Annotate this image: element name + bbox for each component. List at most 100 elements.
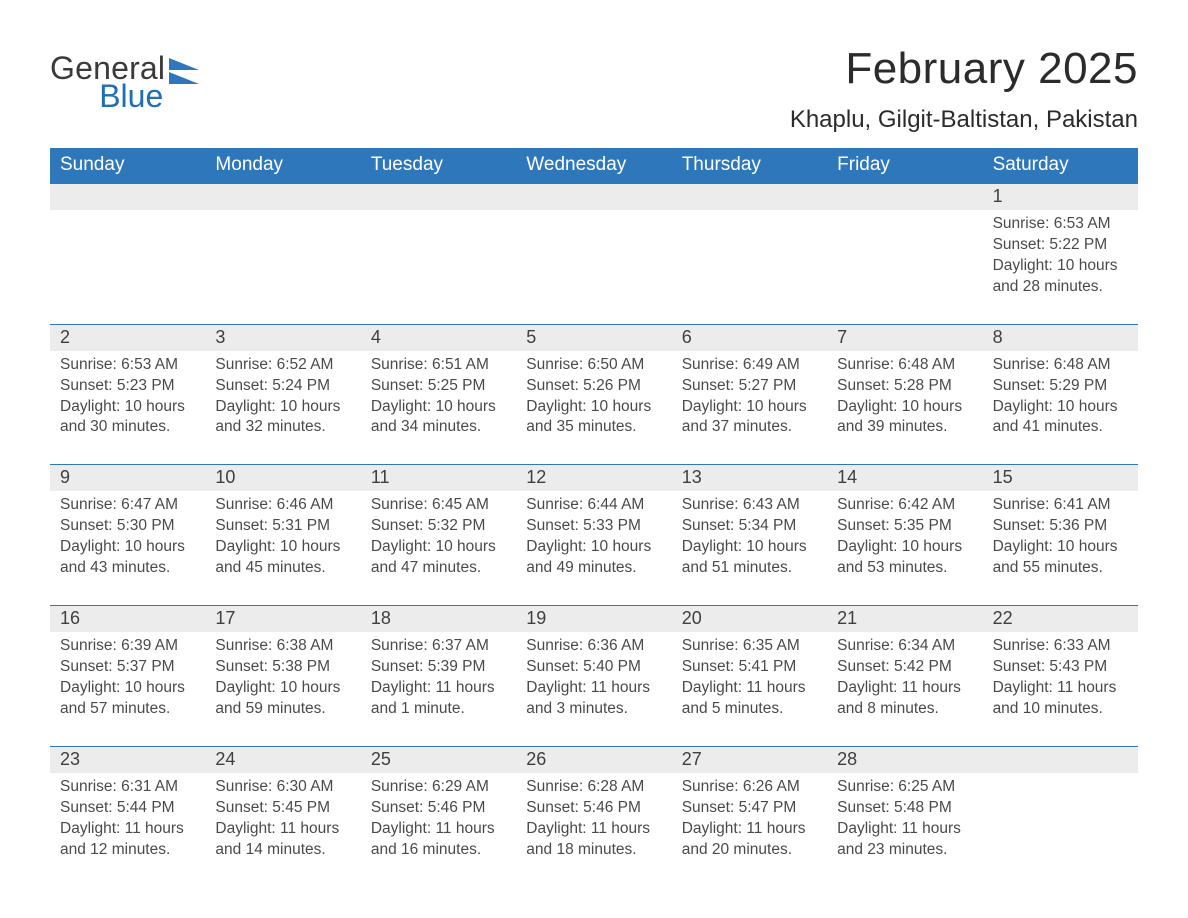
day-info: Sunrise: 6:38 AMSunset: 5:38 PMDaylight:… [215,636,350,720]
sunset-text: Sunset: 5:33 PM [526,516,661,537]
day-cell [983,747,1138,861]
day-number-band: 10 [205,465,360,491]
sunset-text: Sunset: 5:46 PM [371,798,506,819]
sunset-text: Sunset: 5:30 PM [60,516,195,537]
day-number: 17 [215,608,350,629]
sunrise-text: Sunrise: 6:48 AM [993,355,1128,376]
sunset-text: Sunset: 5:43 PM [993,657,1128,678]
day-number-band: 12 [516,465,671,491]
daylight-text: Daylight: 10 hours and 35 minutes. [526,397,661,439]
sunrise-text: Sunrise: 6:48 AM [837,355,972,376]
sunrise-text: Sunrise: 6:53 AM [993,214,1128,235]
day-number-band: 27 [672,747,827,773]
day-info: Sunrise: 6:41 AMSunset: 5:36 PMDaylight:… [993,495,1128,579]
day-cell: 19Sunrise: 6:36 AMSunset: 5:40 PMDayligh… [516,606,671,720]
daylight-text: Daylight: 11 hours and 12 minutes. [60,819,195,861]
sunrise-text: Sunrise: 6:38 AM [215,636,350,657]
day-number-band [827,184,982,210]
day-cell: 3 Sunrise: 6:52 AMSunset: 5:24 PMDaylight… [205,325,360,439]
day-cell: 22Sunrise: 6:33 AMSunset: 5:43 PMDayligh… [983,606,1138,720]
weekday-header: Friday [827,148,982,184]
calendar-page: General Blue February 2025 Khaplu, Gilgi… [0,0,1188,918]
day-number: 27 [682,749,817,770]
sunset-text: Sunset: 5:22 PM [993,235,1128,256]
day-cell: 13Sunrise: 6:43 AMSunset: 5:34 PMDayligh… [672,465,827,579]
day-cell [827,184,982,298]
day-cell: 1 Sunrise: 6:53 AMSunset: 5:22 PMDaylight… [983,184,1138,298]
flag-icon [169,58,203,89]
day-info: Sunrise: 6:52 AMSunset: 5:24 PMDaylight:… [215,355,350,439]
daylight-text: Daylight: 11 hours and 23 minutes. [837,819,972,861]
day-number-band: 17 [205,606,360,632]
week-row: 2Sunrise: 6:53 AMSunset: 5:23 PMDaylight… [50,324,1138,465]
day-number-band: 7 [827,325,982,351]
day-number-band: 3 [205,325,360,351]
sunset-text: Sunset: 5:37 PM [60,657,195,678]
sunset-text: Sunset: 5:42 PM [837,657,972,678]
daylight-text: Daylight: 11 hours and 5 minutes. [682,678,817,720]
day-number-band: 18 [361,606,516,632]
day-number-band: 25 [361,747,516,773]
sunrise-text: Sunrise: 6:30 AM [215,777,350,798]
daylight-text: Daylight: 10 hours and 34 minutes. [371,397,506,439]
sunrise-text: Sunrise: 6:28 AM [526,777,661,798]
day-cell: 28Sunrise: 6:25 AMSunset: 5:48 PMDayligh… [827,747,982,861]
day-number-band: 14 [827,465,982,491]
daylight-text: Daylight: 10 hours and 28 minutes. [993,256,1128,298]
day-number-band: 1 [983,184,1138,210]
day-number: 7 [837,327,972,348]
weekday-header: Saturday [983,148,1138,184]
day-info: Sunrise: 6:26 AMSunset: 5:47 PMDaylight:… [682,777,817,861]
week-row: 23Sunrise: 6:31 AMSunset: 5:44 PMDayligh… [50,746,1138,887]
day-number: 15 [993,467,1128,488]
day-number: 20 [682,608,817,629]
sunrise-text: Sunrise: 6:35 AM [682,636,817,657]
day-cell: 26Sunrise: 6:28 AMSunset: 5:46 PMDayligh… [516,747,671,861]
week-row: 16Sunrise: 6:39 AMSunset: 5:37 PMDayligh… [50,605,1138,746]
day-number: 1 [993,186,1128,207]
day-number: 6 [682,327,817,348]
day-cell [672,184,827,298]
daylight-text: Daylight: 10 hours and 37 minutes. [682,397,817,439]
day-number-band: 5 [516,325,671,351]
sunset-text: Sunset: 5:48 PM [837,798,972,819]
day-number-band: 23 [50,747,205,773]
day-info: Sunrise: 6:39 AMSunset: 5:37 PMDaylight:… [60,636,195,720]
sunrise-text: Sunrise: 6:47 AM [60,495,195,516]
header: General Blue February 2025 Khaplu, Gilgi… [50,44,1138,134]
day-number: 2 [60,327,195,348]
day-number-band: 24 [205,747,360,773]
day-info: Sunrise: 6:48 AMSunset: 5:28 PMDaylight:… [837,355,972,439]
sunset-text: Sunset: 5:35 PM [837,516,972,537]
sunset-text: Sunset: 5:28 PM [837,376,972,397]
sunrise-text: Sunrise: 6:44 AM [526,495,661,516]
sunrise-text: Sunrise: 6:31 AM [60,777,195,798]
sunrise-text: Sunrise: 6:34 AM [837,636,972,657]
day-number-band: 21 [827,606,982,632]
logo-text: General Blue [50,52,165,113]
sunrise-text: Sunrise: 6:41 AM [993,495,1128,516]
sunrise-text: Sunrise: 6:51 AM [371,355,506,376]
day-cell: 5Sunrise: 6:50 AMSunset: 5:26 PMDaylight… [516,325,671,439]
day-number-band [983,747,1138,773]
daylight-text: Daylight: 10 hours and 32 minutes. [215,397,350,439]
sunset-text: Sunset: 5:26 PM [526,376,661,397]
day-cell: 10Sunrise: 6:46 AMSunset: 5:31 PMDayligh… [205,465,360,579]
day-info: Sunrise: 6:28 AMSunset: 5:46 PMDaylight:… [526,777,661,861]
sunset-text: Sunset: 5:32 PM [371,516,506,537]
day-number: 9 [60,467,195,488]
day-cell: 15 Sunrise: 6:41 AMSunset: 5:36 PMDayligh… [983,465,1138,579]
sunrise-text: Sunrise: 6:45 AM [371,495,506,516]
daylight-text: Daylight: 10 hours and 51 minutes. [682,537,817,579]
day-number: 4 [371,327,506,348]
day-info: Sunrise: 6:53 AMSunset: 5:22 PMDaylight:… [993,214,1128,298]
day-number: 28 [837,749,972,770]
day-cell [50,184,205,298]
day-number-band: 28 [827,747,982,773]
sunset-text: Sunset: 5:40 PM [526,657,661,678]
day-cell [205,184,360,298]
sunset-text: Sunset: 5:38 PM [215,657,350,678]
daylight-text: Daylight: 10 hours and 49 minutes. [526,537,661,579]
day-number-band [516,184,671,210]
daylight-text: Daylight: 10 hours and 47 minutes. [371,537,506,579]
